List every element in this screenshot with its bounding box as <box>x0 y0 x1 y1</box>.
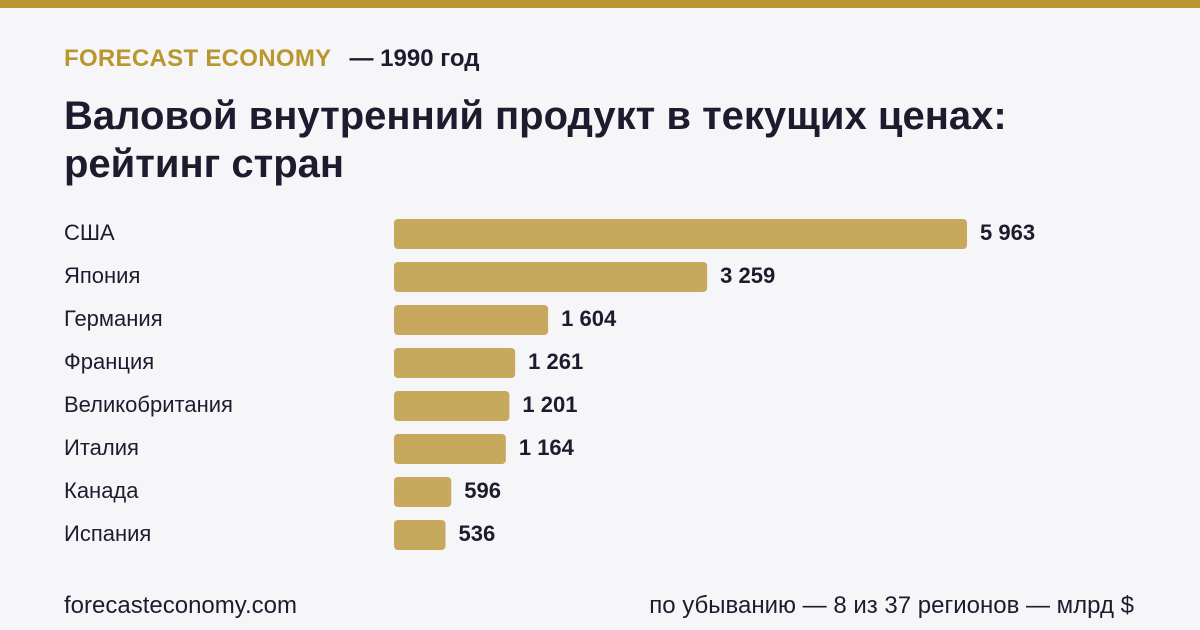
bar <box>394 520 446 550</box>
category-label: Испания <box>64 521 151 546</box>
bar <box>394 348 516 378</box>
category-label: Италия <box>64 435 139 460</box>
category-label: Канада <box>64 478 139 503</box>
value-label: 1 164 <box>519 435 575 460</box>
bar <box>394 434 506 464</box>
header-brand-row: FORECAST ECONOMY — 1990 год <box>64 45 479 73</box>
value-label: 3 259 <box>720 263 775 288</box>
page-title: Валовой внутренний продукт в текущих цен… <box>64 94 1007 186</box>
value-label: 536 <box>459 521 496 546</box>
bar <box>394 391 510 421</box>
category-label: США <box>64 220 115 245</box>
category-label: Франция <box>64 349 154 374</box>
category-label: Великобритания <box>64 392 233 417</box>
value-label: 1 261 <box>528 349 583 374</box>
category-label: Япония <box>64 263 140 288</box>
bar <box>394 305 549 335</box>
value-label: 1 201 <box>522 392 577 417</box>
year-label: — 1990 год <box>349 45 480 72</box>
bar <box>394 477 452 507</box>
footer-site[interactable]: forecasteconomy.com <box>64 592 297 619</box>
brand-name: FORECAST ECONOMY <box>64 45 332 72</box>
bar <box>394 219 967 249</box>
value-label: 1 604 <box>561 306 617 331</box>
bar <box>394 262 708 292</box>
value-label: 5 963 <box>980 220 1035 245</box>
top-accent-bar <box>0 0 1200 8</box>
footer-note: по убыванию — 8 из 37 регионов — млрд $ <box>649 592 1134 619</box>
category-label: Германия <box>64 306 163 331</box>
value-label: 596 <box>464 478 501 503</box>
